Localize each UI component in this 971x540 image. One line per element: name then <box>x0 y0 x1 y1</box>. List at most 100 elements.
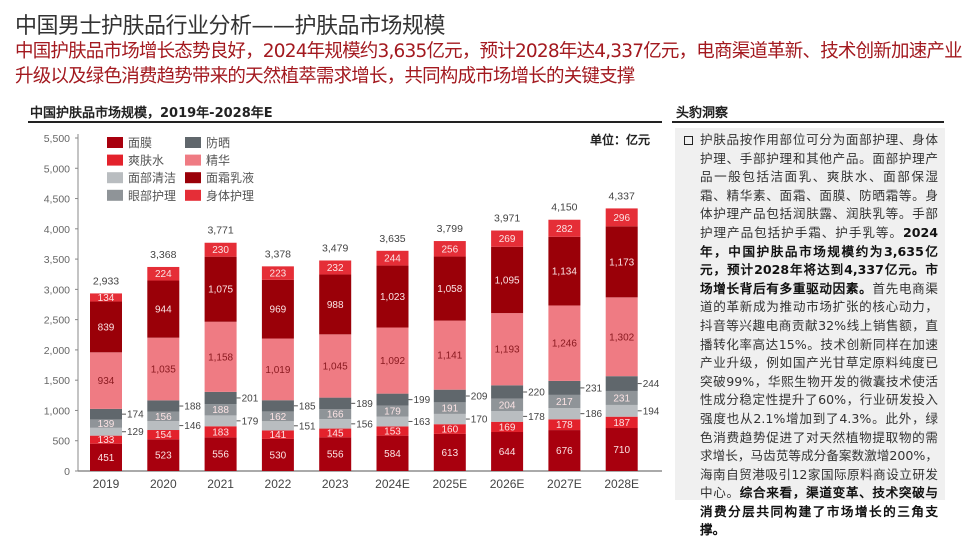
bar-segment-眼部护理 <box>319 409 352 420</box>
bar-segment-身体护理 <box>261 266 294 280</box>
bar-segment-爽肤水 <box>548 419 581 431</box>
data-label: 1,058 <box>437 284 462 295</box>
bar-segment-精华 <box>376 327 409 394</box>
bar-segment-面霜乳液 <box>90 301 122 353</box>
y-tick-label: 2,500 <box>44 315 70 327</box>
data-label: 174 <box>127 410 144 421</box>
data-label: 224 <box>155 269 172 280</box>
y-tick-label: 5,500 <box>44 133 70 145</box>
data-label: 220 <box>528 387 545 398</box>
data-label: 231 <box>585 383 602 394</box>
y-tick-label: 2,000 <box>44 345 70 357</box>
data-label: 584 <box>384 449 401 460</box>
bar-segment-爽肤水 <box>605 416 638 429</box>
data-label: 232 <box>327 263 344 274</box>
bar-segment-面膜 <box>376 435 409 471</box>
data-label: 185 <box>299 401 316 412</box>
data-label: 151 <box>299 421 316 432</box>
bar-segment-眼部护理 <box>491 398 524 411</box>
bar-segment-面部清洁 <box>491 410 524 422</box>
bar-segment-身体护理 <box>491 230 524 247</box>
legend-swatch <box>107 172 123 184</box>
bar-segment-面霜乳液 <box>261 279 294 339</box>
insight-segment: 首先电商渠道的革新成为推动市场扩张的核心动力，抖音等兴趣电商贡献32%线上销售额… <box>700 280 939 501</box>
data-label: 170 <box>471 415 488 426</box>
bar-segment-面膜 <box>605 428 638 471</box>
data-label: 163 <box>414 417 431 428</box>
bar-segment-身体护理 <box>376 250 409 266</box>
data-label: 199 <box>414 395 431 406</box>
data-label: 204 <box>499 400 516 411</box>
bar-segment-防晒 <box>261 400 294 412</box>
data-label: 969 <box>270 305 287 316</box>
bar-segment-面部清洁 <box>433 413 466 425</box>
legend-label: 面霜乳液 <box>206 170 254 185</box>
data-label: 1,302 <box>609 332 634 343</box>
bar-segment-爽肤水 <box>376 426 409 436</box>
data-label: 1,193 <box>495 345 520 356</box>
page-subtitle: 中国护肤品市场增长态势良好，2024年规模约3,635亿元，预计2028年达4,… <box>15 41 963 87</box>
insight-highlight: 2024年，中国护肤品市场规模约为3,635亿元，预计2028年将达到4,337… <box>700 224 938 296</box>
bar-segment-身体护理 <box>90 293 122 302</box>
bar-segment-面部清洁 <box>147 421 180 431</box>
bar-segment-面部清洁 <box>376 416 409 427</box>
bar-segment-面霜乳液 <box>433 256 466 321</box>
bar-segment-眼部护理 <box>261 411 294 422</box>
bar-segment-爽肤水 <box>433 424 466 434</box>
total-label: 3,635 <box>379 233 405 245</box>
data-label: 1,141 <box>437 351 462 362</box>
bar-segment-面膜 <box>319 437 352 471</box>
x-tick-label: 2028E <box>604 477 639 491</box>
bar-segment-爽肤水 <box>491 421 524 433</box>
data-label: 244 <box>384 254 401 265</box>
data-label: 1,095 <box>495 275 520 286</box>
bar-segment-面膜 <box>433 433 466 471</box>
bar-segment-精华 <box>605 297 638 377</box>
data-label: 296 <box>613 213 630 224</box>
bar-segment-精华 <box>433 320 466 390</box>
bar-segment-精华 <box>147 337 180 401</box>
bar-segment-爽肤水 <box>319 428 352 438</box>
bar-segment-精华 <box>204 321 237 392</box>
insight-segment: 护肤品按作用部位可分为面部护理、身体护理、手部护理和其他产品。面部护理产品一般包… <box>700 132 938 240</box>
bar-segment-精华 <box>548 305 581 381</box>
data-label: 613 <box>441 448 458 459</box>
total-label: 4,337 <box>609 190 635 202</box>
x-tick-label: 2027E <box>547 477 582 491</box>
bar-segment-身体护理 <box>548 219 581 237</box>
bar-segment-面部清洁 <box>319 419 352 429</box>
data-label: 1,045 <box>323 361 348 372</box>
bar-segment-爽肤水 <box>261 430 294 439</box>
bar-segment-面霜乳液 <box>147 280 180 338</box>
data-label: 1,019 <box>265 365 290 376</box>
bar-segment-眼部护理 <box>147 411 180 422</box>
total-label: 3,799 <box>437 223 463 235</box>
bar-segment-防晒 <box>319 397 352 410</box>
legend-label: 面膜 <box>128 136 152 150</box>
bar-segment-爽肤水 <box>147 430 180 440</box>
data-label: 162 <box>270 412 287 423</box>
data-label: 191 <box>441 404 458 415</box>
bar-segment-精华 <box>319 334 352 398</box>
legend-label: 面部清洁 <box>128 170 176 185</box>
bar-segment-面霜乳液 <box>376 265 409 328</box>
legend-swatch <box>107 189 123 201</box>
stacked-bar-chart: 0 500 1,000 1,500 2,000 2,500 3,000 3,500 4,000 4… <box>44 133 662 491</box>
insight-title: 头豹洞察 <box>676 106 729 121</box>
bar-segment-防晒 <box>433 389 466 403</box>
chart-title-divider <box>28 121 662 123</box>
bar-segment-精华 <box>90 352 122 409</box>
total-label: 3,771 <box>207 225 233 237</box>
data-label: 139 <box>98 419 115 430</box>
data-label: 556 <box>327 450 344 461</box>
data-label: 230 <box>212 245 229 256</box>
data-label: 269 <box>499 234 516 245</box>
data-label: 156 <box>155 412 172 423</box>
data-label: 179 <box>384 407 401 418</box>
bar-segment-身体护理 <box>433 241 466 257</box>
legend-label: 精华 <box>206 154 230 168</box>
legend-label: 身体护理 <box>206 188 254 203</box>
x-tick-label: 2025E <box>432 477 467 491</box>
total-label: 3,378 <box>265 248 291 260</box>
data-label: 231 <box>613 393 630 404</box>
